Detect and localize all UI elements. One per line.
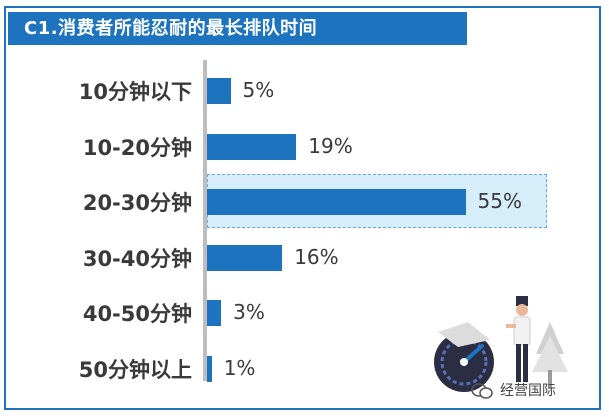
- category-label: 20-30分钟: [82, 191, 192, 216]
- category-label: 40-50分钟: [82, 302, 192, 327]
- speedometer-icon: [434, 322, 494, 392]
- decorative-illustration: [434, 296, 568, 392]
- value-label: 16%: [294, 244, 339, 269]
- bar: [207, 78, 231, 104]
- category-label: 10分钟以下: [78, 80, 192, 105]
- y-axis-line: [203, 60, 207, 381]
- value-label: 19%: [308, 133, 353, 158]
- bar: [207, 133, 297, 160]
- bar: [207, 355, 212, 382]
- value-label: 3%: [233, 300, 265, 324]
- category-label: 10-20分钟: [82, 135, 192, 160]
- wechat-icon: [471, 383, 493, 399]
- bar: [207, 244, 283, 271]
- brand-watermark: 经营国际: [500, 383, 556, 399]
- bar: [207, 189, 466, 215]
- category-label: 30-40分钟: [82, 246, 192, 271]
- value-label: 55%: [477, 189, 522, 213]
- bar: [207, 300, 222, 326]
- value-label: 5%: [242, 78, 275, 102]
- person-icon: [506, 296, 531, 382]
- title-bar: [8, 12, 467, 45]
- tree-icon: [532, 322, 568, 388]
- chart-title: C1.消费者所能忍耐的最长排队时间: [24, 18, 318, 39]
- category-label: 50分钟以上: [78, 357, 192, 382]
- value-label: 1%: [223, 355, 256, 380]
